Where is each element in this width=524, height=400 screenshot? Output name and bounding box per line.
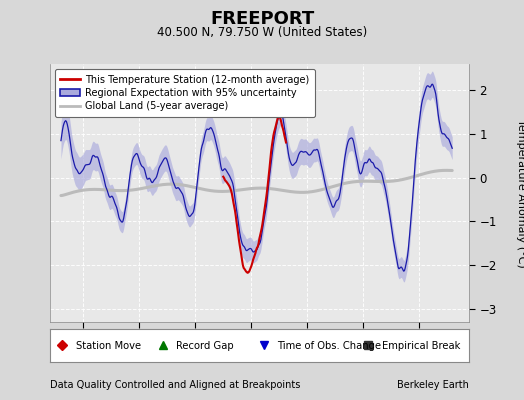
Text: 40.500 N, 79.750 W (United States): 40.500 N, 79.750 W (United States)	[157, 26, 367, 39]
Text: Station Move: Station Move	[76, 341, 141, 350]
Text: FREEPORT: FREEPORT	[210, 10, 314, 28]
Text: Record Gap: Record Gap	[177, 341, 234, 350]
Text: Time of Obs. Change: Time of Obs. Change	[277, 341, 381, 350]
Text: Data Quality Controlled and Aligned at Breakpoints: Data Quality Controlled and Aligned at B…	[50, 380, 300, 390]
Y-axis label: Temperature Anomaly (°C): Temperature Anomaly (°C)	[516, 119, 524, 267]
Text: Empirical Break: Empirical Break	[382, 341, 460, 350]
Text: Berkeley Earth: Berkeley Earth	[397, 380, 469, 390]
Legend: This Temperature Station (12-month average), Regional Expectation with 95% uncer: This Temperature Station (12-month avera…	[54, 69, 315, 117]
